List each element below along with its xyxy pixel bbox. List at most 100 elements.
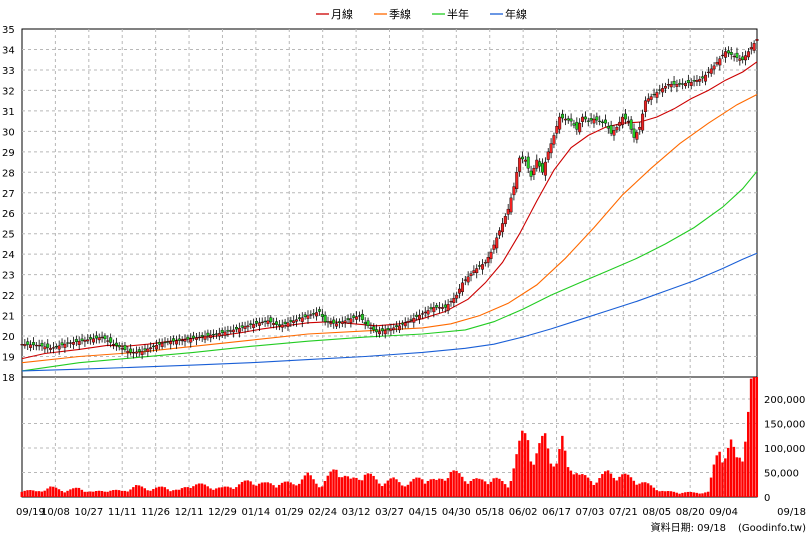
legend-label: 年線 [505,7,527,21]
candle-body [89,337,93,340]
volume-bar [249,481,252,497]
candle-body [86,339,90,342]
candle-body [172,338,176,342]
candle-body [189,338,193,343]
candle-body [357,315,361,317]
volume-bar [23,490,26,497]
volume-bar [392,477,395,497]
volume-y-tick-label: 100,000 [764,444,805,455]
candle-body [532,167,536,175]
volume-bar [652,487,656,497]
volume-bar [277,484,281,497]
candle-body [20,344,24,346]
candle-body [220,330,224,333]
volume-bar [501,481,504,497]
volume-bar [92,491,95,497]
candle-body [249,323,253,326]
candle-body [174,340,178,345]
candle-body [744,55,748,61]
candle-body [203,335,207,340]
volume-bar [52,486,55,497]
volume-bar [478,478,481,497]
volume-bar [615,480,618,497]
candle-body [735,52,739,58]
volume-bar [578,474,581,497]
volume-bar [332,469,335,497]
candle-body [186,336,190,340]
candle-body [103,335,107,340]
candle-body [49,348,53,350]
volume-bar [60,491,64,497]
x-tick-label: 04/30 [442,507,471,518]
candle-body [649,96,653,100]
volume-bar [212,489,215,497]
price-y-tick-label: 34 [2,45,15,56]
volume-bars [20,377,759,497]
volume-bar [257,483,261,497]
x-tick-label: 02/24 [308,507,337,518]
candle-body [689,82,693,86]
candle-body [475,268,479,274]
volume-bar [595,482,598,497]
candle-body [295,319,299,322]
x-tick-label: 05/18 [475,507,504,518]
ma-line-季線 [21,94,758,364]
volume-bar [529,461,533,497]
volume-y-axis: 0 50,000 100,000 150,000 200,000 [764,395,805,504]
volume-bar [432,478,435,497]
price-y-tick-label: 31 [2,107,15,118]
candle-body [541,163,545,173]
price-panel: 18 19 20 21 22 23 24 25 26 27 28 29 30 31 32 33 34 35 [2,25,759,384]
volume-bar [681,492,684,497]
volume-bar [263,482,267,497]
candle-body [718,58,722,66]
candle-body [732,55,736,58]
ma-line-年線 [21,252,758,372]
volume-bar [666,491,670,497]
volume-bar [741,461,744,497]
candle-body [266,320,270,324]
candle-body [635,132,639,140]
volume-bar [506,487,510,497]
candle-body [280,324,284,328]
candle-body [503,216,507,225]
volume-bar [197,483,201,497]
volume-bar [114,489,118,497]
volume-bar [389,478,392,497]
candle-body [237,328,241,333]
volume-bar [395,479,398,497]
volume-bar [312,479,315,497]
volume-bar [235,487,238,497]
candle-body [243,326,247,329]
candle-body [695,79,699,82]
volume-bar [541,435,544,497]
volume-bar [752,377,756,497]
volume-bar [172,490,175,497]
candle-body [134,351,138,354]
candle-body [300,317,304,322]
candle-body [232,329,236,333]
volume-bar [229,487,232,497]
volume-bar [409,481,412,497]
volume-bar [569,470,573,497]
volume-bar [446,478,450,497]
candle-body [712,65,716,70]
candle-body [678,82,682,85]
volume-bar [20,491,24,497]
volume-bar [415,477,418,497]
candle-body [255,320,259,324]
volume-bar [260,482,264,497]
volume-bar [472,478,475,497]
volume-bar [358,479,361,497]
volume-bar [129,489,132,497]
candle-body [166,341,170,343]
volume-bar [526,440,530,497]
candle-body [97,337,101,341]
candle-body [43,346,47,350]
candle-body [598,120,602,122]
volume-bar [709,477,713,497]
volume-bar [186,487,189,497]
volume-bar [140,486,144,497]
x-tick-label: 07/21 [609,507,638,518]
candle-body [715,62,719,65]
